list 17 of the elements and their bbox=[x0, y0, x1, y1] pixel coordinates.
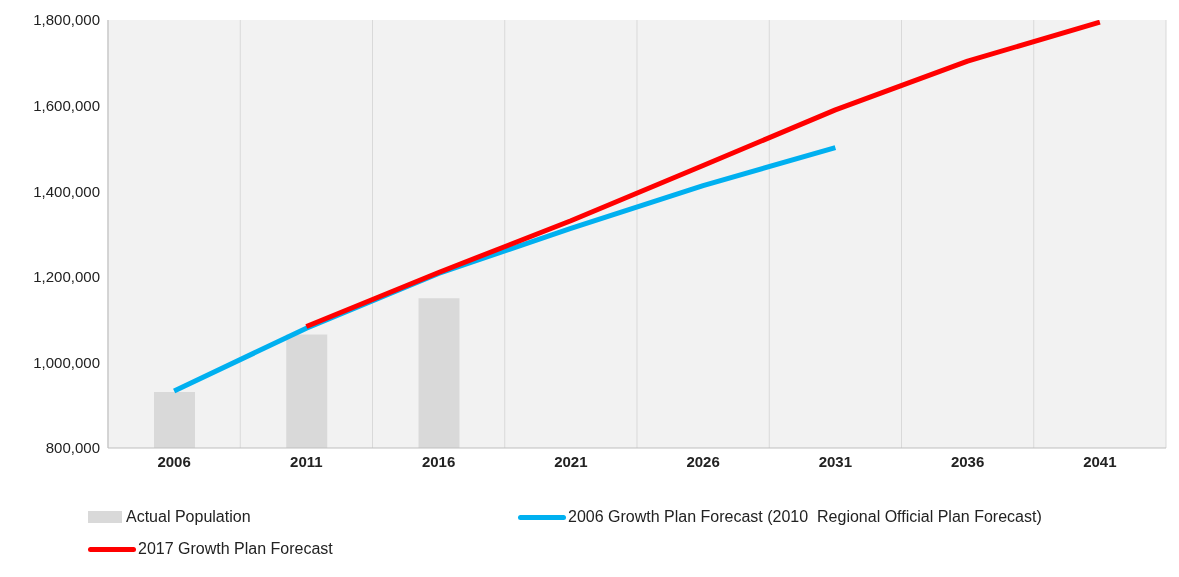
x-tick-label: 2036 bbox=[950, 452, 985, 470]
y-tick-label: 1,800,000 bbox=[33, 11, 100, 29]
y-tick-label: 1,200,000 bbox=[33, 268, 100, 286]
legend-label: 2017 Growth Plan Forecast bbox=[138, 540, 333, 558]
x-tick-label: 2026 bbox=[686, 452, 720, 470]
x-tick-label: 2021 bbox=[554, 452, 588, 470]
x-tick-label: 2011 bbox=[290, 452, 323, 470]
y-tick-label: 1,400,000 bbox=[33, 182, 100, 200]
y-tick-label: 1,600,000 bbox=[33, 96, 100, 114]
x-tick-label: 2006 bbox=[157, 452, 191, 470]
legend-label: Actual Population bbox=[126, 508, 251, 526]
x-tick-label: 2016 bbox=[421, 452, 456, 470]
x-tick-label: 2041 bbox=[1083, 452, 1117, 470]
x-tick-label: 2031 bbox=[818, 452, 853, 470]
legend-label: 2006 Growth Plan Forecast (2010 Regional Official Plan Forecast) bbox=[568, 508, 1042, 526]
y-tick-label: 1,000,000 bbox=[33, 353, 100, 371]
y-tick-label: 800,000 bbox=[45, 439, 100, 457]
